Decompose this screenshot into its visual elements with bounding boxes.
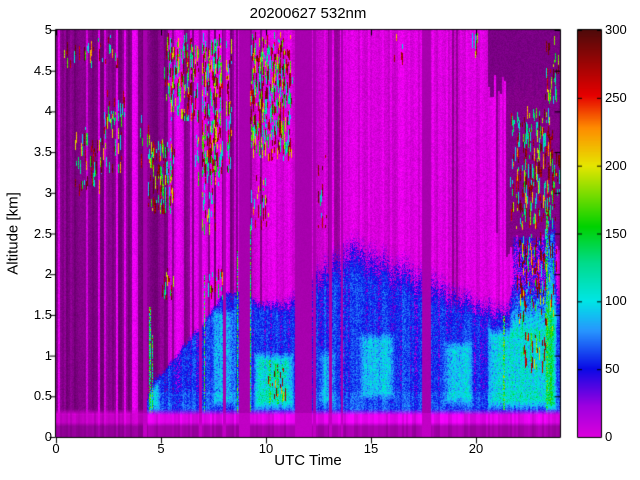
y-tick-label: 4.5 xyxy=(33,62,52,78)
y-tick-label: 1.5 xyxy=(33,306,52,322)
x-tick-label: 20 xyxy=(468,441,484,456)
x-tick-label: 5 xyxy=(157,441,165,456)
colorbar-tick-label: 300 xyxy=(605,22,627,37)
chart-title: 20200627 532nm xyxy=(249,5,367,22)
x-tick-label: 10 xyxy=(258,441,274,456)
y-tick-label: 0.5 xyxy=(33,388,52,404)
colorbar-tick-label: 100 xyxy=(605,293,627,309)
y-tick-label: 1 xyxy=(44,347,52,363)
y-tick-label: 5 xyxy=(44,22,52,37)
y-tick-label: 3 xyxy=(44,184,52,200)
colorbar-tick-label: 250 xyxy=(605,89,627,105)
colorbar-tick-label: 200 xyxy=(605,157,627,173)
colorbar-tick-label: 0 xyxy=(605,429,613,444)
y-tick-label: 2 xyxy=(44,266,52,282)
x-tick-label: 15 xyxy=(363,441,379,456)
colorbar-tick-label: 150 xyxy=(605,225,627,241)
x-tick-label: 0 xyxy=(52,441,60,456)
y-tick-label: 3.5 xyxy=(33,144,52,160)
x-axis-label: UTC Time xyxy=(274,452,342,469)
y-tick-label: 4 xyxy=(44,103,52,119)
y-tick-label: 2.5 xyxy=(33,225,52,241)
y-tick-label: 0 xyxy=(44,429,52,444)
colorbar-tick-label: 50 xyxy=(605,361,620,377)
